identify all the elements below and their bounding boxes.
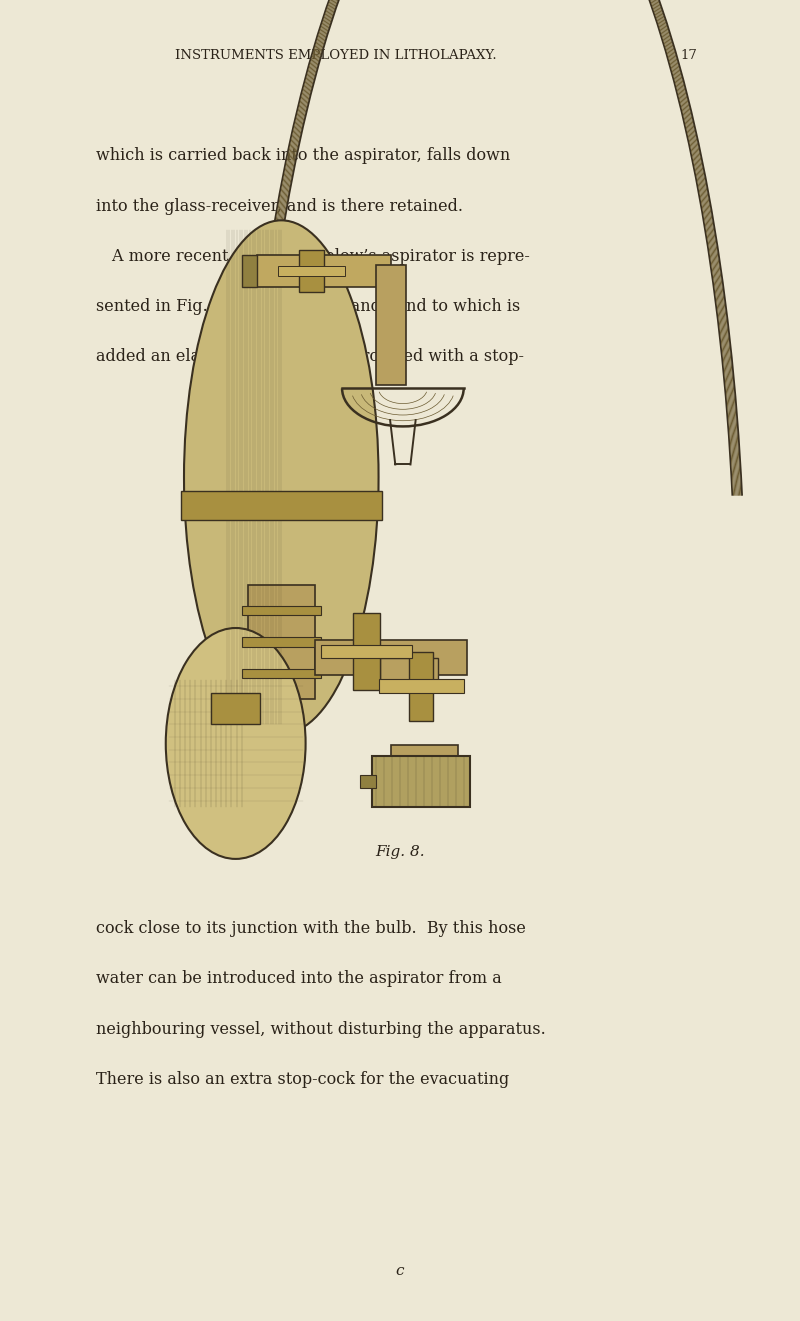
Bar [299, 251, 325, 292]
Bar [380, 658, 438, 690]
Bar [211, 692, 260, 724]
Bar [360, 775, 375, 787]
Bar [248, 585, 314, 699]
Bar [278, 266, 345, 276]
Text: There is also an extra stop-cock for the evacuating: There is also an extra stop-cock for the… [96, 1071, 510, 1087]
Bar [242, 668, 321, 679]
Text: INSTRUMENTS EMPLOYED IN LITHOLAPAXY.: INSTRUMENTS EMPLOYED IN LITHOLAPAXY. [175, 49, 497, 62]
Text: A more recent form of Bigelow’s aspirator is repre-: A more recent form of Bigelow’s aspirato… [96, 248, 530, 264]
Text: neighbouring vessel, without disturbing the apparatus.: neighbouring vessel, without disturbing … [96, 1021, 546, 1037]
Bar [257, 255, 390, 287]
Bar [242, 637, 321, 647]
Circle shape [166, 627, 306, 859]
Text: into the glass-receiver, and is there retained.: into the glass-receiver, and is there re… [96, 198, 463, 214]
Bar [353, 613, 380, 690]
Text: cock close to its junction with the bulb.  By this hose: cock close to its junction with the bulb… [96, 921, 526, 937]
Bar [314, 641, 466, 675]
Text: 17: 17 [680, 49, 697, 62]
Text: water can be introduced into the aspirator from a: water can be introduced into the aspirat… [96, 971, 502, 987]
Bar [321, 645, 412, 658]
Bar [373, 756, 470, 807]
Bar [390, 745, 458, 779]
Ellipse shape [184, 221, 378, 734]
Bar [242, 605, 321, 616]
Bar [242, 255, 257, 287]
Text: Fig. 8.: Fig. 8. [375, 845, 425, 859]
Bar [378, 679, 464, 694]
Text: added an elastic tube, or hose, provided with a stop-: added an elastic tube, or hose, provided… [96, 349, 524, 365]
Text: which is carried back into the aspirator, falls down: which is carried back into the aspirator… [96, 148, 510, 164]
Bar [409, 651, 434, 721]
Text: c: c [396, 1264, 404, 1277]
Text: sented in Fig. 7, resting on a stand ; and to which is: sented in Fig. 7, resting on a stand ; a… [96, 299, 520, 314]
Bar [181, 491, 382, 520]
Bar [375, 264, 406, 386]
